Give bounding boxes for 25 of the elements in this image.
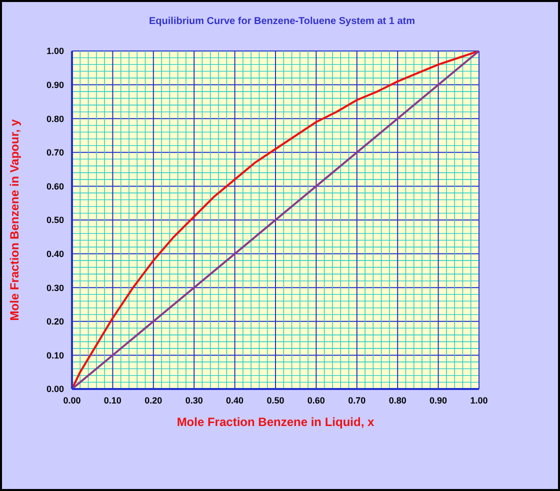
x-tick-label: 0.50 [266, 395, 284, 406]
y-tick-label: 0.10 [46, 350, 64, 360]
y-tick-label: 0.60 [46, 181, 64, 192]
y-tick-label: 0.20 [46, 316, 64, 327]
x-tick-label: 0.70 [348, 395, 366, 406]
x-axis-title: Mole Fraction Benzene in Liquid, x [176, 415, 374, 429]
x-tick-label: 0.10 [104, 395, 122, 406]
x-tick-label: 0.00 [63, 395, 81, 406]
y-tick-label: 0.70 [46, 148, 64, 158]
y-tick-label: 0.50 [46, 215, 64, 226]
y-tick-label: 1.00 [46, 46, 64, 56]
y-tick-label: 0.40 [46, 248, 64, 259]
y-axis-title: Mole Fraction Benzene in Vapour, y [7, 118, 22, 321]
y-tick-label: 0.00 [46, 384, 64, 394]
y-tick-label: 0.30 [46, 282, 64, 293]
x-tick-label: 1.00 [470, 395, 488, 406]
x-tick-label: 0.20 [144, 395, 162, 406]
x-tick-label: 0.80 [388, 395, 406, 406]
x-tick-label: 0.90 [430, 395, 448, 406]
x-tick-label: 0.60 [307, 395, 325, 406]
y-tick-label: 0.90 [46, 80, 64, 90]
x-tick-label: 0.30 [185, 395, 203, 406]
y-tick-label: 0.80 [46, 114, 64, 124]
chart-title: Equilibrium Curve for Benzene-Toluene System at 1 atm [148, 16, 416, 27]
x-tick-label: 0.40 [226, 395, 244, 406]
